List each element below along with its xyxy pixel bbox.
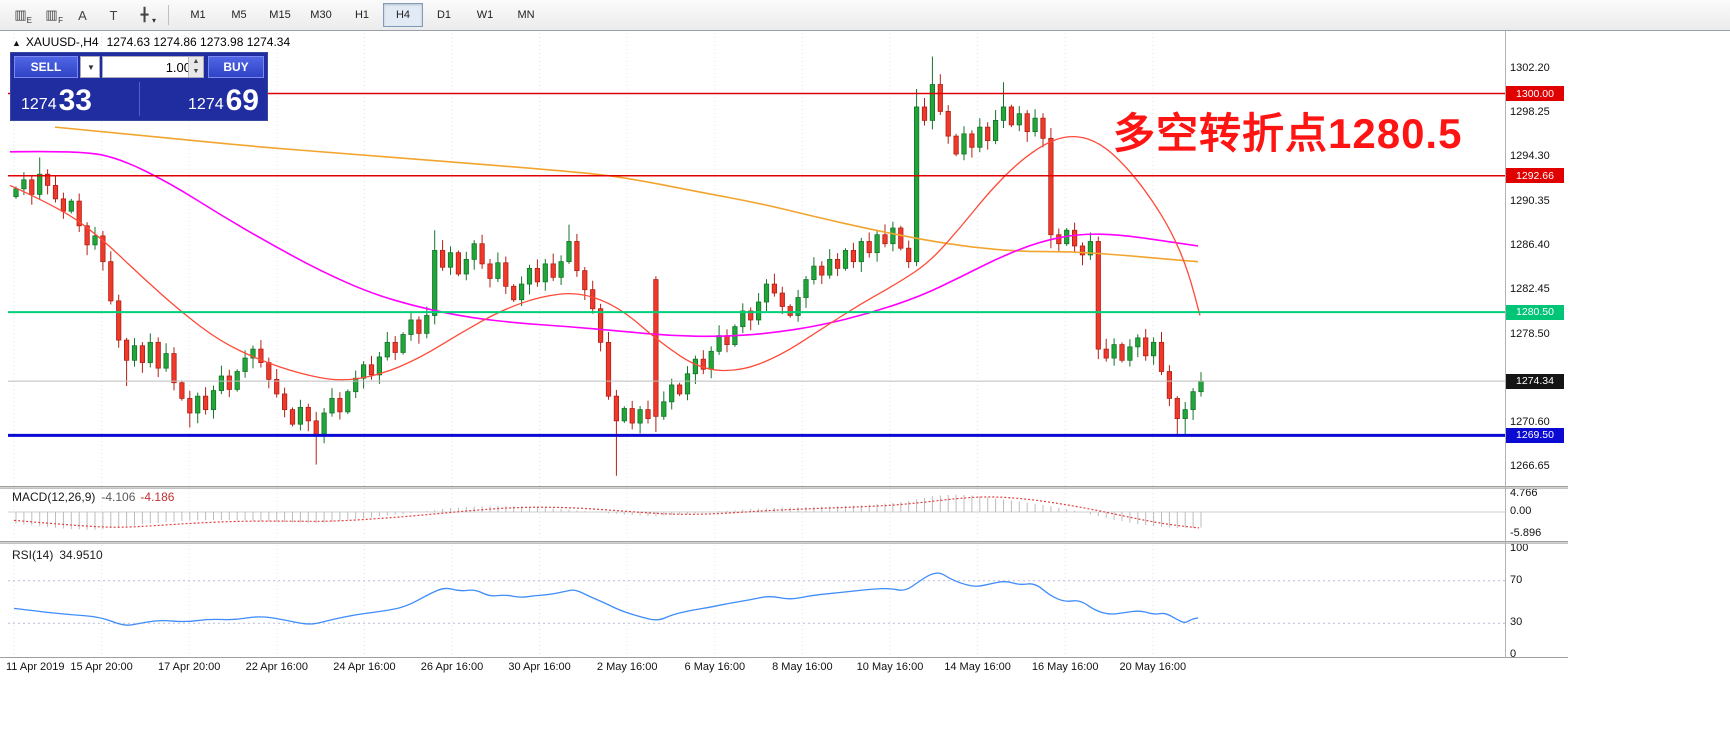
price-axis-label: 1298.25 xyxy=(1510,106,1550,119)
chart-window[interactable] xyxy=(0,31,1730,753)
macd-value-2: -4.186 xyxy=(140,490,175,504)
timeframe-m15-button[interactable]: M15 xyxy=(269,9,291,21)
sell-price-main: 1274 xyxy=(21,96,57,113)
buy-price[interactable]: 1274 69 xyxy=(188,86,259,116)
price-axis-label: 1290.35 xyxy=(1510,194,1550,207)
volume-increase-button[interactable]: ▲ xyxy=(188,57,203,67)
date-label: 15 Apr 20:00 xyxy=(70,661,133,673)
date-label: 16 May 16:00 xyxy=(1031,661,1099,673)
macd-label: MACD(12,26,9) -4.106 -4.186 xyxy=(12,490,174,504)
price-axis-label: 1286.40 xyxy=(1510,238,1550,251)
price-axis-label: 1294.30 xyxy=(1510,150,1550,163)
price-axis-label: 1282.45 xyxy=(1510,283,1550,296)
price-axis-border xyxy=(1505,31,1506,658)
timeframe-m5-button[interactable]: M5 xyxy=(231,9,247,21)
sell-price[interactable]: 1274 33 xyxy=(21,86,92,116)
rsi-line xyxy=(13,572,1199,626)
date-label: 2 May 16:00 xyxy=(596,661,658,673)
date-label: 10 May 16:00 xyxy=(856,661,924,673)
price-axis-label: 1270.60 xyxy=(1510,416,1550,429)
chart-profile-f-icon[interactable]: ▥ F xyxy=(45,7,63,25)
rsi-name: RSI(14) xyxy=(12,548,54,562)
rsi-axis-label: 70 xyxy=(1510,573,1523,586)
timeframe-h4-button[interactable]: H4 xyxy=(383,3,423,27)
rsi-axis-label: 0 xyxy=(1510,648,1517,660)
insert-label-icon[interactable]: T xyxy=(109,7,118,23)
ohlc-values: 1274.63 1274.86 1273.98 1274.34 xyxy=(106,35,291,49)
tool-icon-group: ▥ E ▥ F A T ╋ ▾ xyxy=(0,3,159,27)
timeframe-button-group: M1 M5 M15 M30 H1 H4 D1 W1 MN xyxy=(178,3,546,27)
rsi-axis-label: 100 xyxy=(1510,542,1529,554)
buy-price-main: 1274 xyxy=(188,96,224,113)
rsi-axis-label: 30 xyxy=(1510,616,1523,629)
date-label: 11 Apr 2019 xyxy=(6,661,65,673)
buy-button[interactable]: BUY xyxy=(208,56,264,78)
ma-fast-red xyxy=(9,135,1201,381)
date-label: 6 May 16:00 xyxy=(684,661,746,673)
timeframe-h1-button[interactable]: H1 xyxy=(354,9,370,21)
timeframe-d1-button[interactable]: D1 xyxy=(436,9,452,21)
date-label: 26 Apr 16:00 xyxy=(420,661,484,673)
price-tag-1269.50: 1269.50 xyxy=(1506,427,1564,443)
rsi-label: RSI(14) 34.9510 xyxy=(12,548,103,562)
sell-price-big-digits: 33 xyxy=(58,84,92,117)
macd-axis-label: 0.00 xyxy=(1510,505,1532,517)
price-axis-label: 1302.20 xyxy=(1510,61,1550,74)
date-label: 22 Apr 16:00 xyxy=(245,661,308,673)
chart-profile-e-icon[interactable]: ▥ E xyxy=(14,7,32,25)
date-label: 14 May 16:00 xyxy=(944,661,1011,673)
pane-splitter-rsi[interactable] xyxy=(0,541,1568,544)
date-label: 24 Apr 16:00 xyxy=(333,661,396,673)
one-click-collapse-icon[interactable]: ▲ xyxy=(12,38,21,48)
date-label: 20 May 16:00 xyxy=(1119,661,1187,673)
timeframe-m30-button[interactable]: M30 xyxy=(310,9,332,21)
timeframe-w1-button[interactable]: W1 xyxy=(476,9,494,21)
price-tag-1280.50: 1280.50 xyxy=(1506,304,1564,320)
date-label: 17 Apr 20:00 xyxy=(157,661,221,673)
date-label: 8 May 16:00 xyxy=(772,661,833,673)
pane-splitter-macd[interactable] xyxy=(0,486,1568,489)
date-label: 30 Apr 16:00 xyxy=(508,661,571,673)
price-divider xyxy=(139,82,140,116)
buy-price-big-digits: 69 xyxy=(225,84,259,117)
moving-averages xyxy=(9,126,1201,381)
crosshair-tool-icon[interactable]: ╋ ▾ xyxy=(140,7,156,25)
timeframe-m1-button[interactable]: M1 xyxy=(190,9,206,21)
top-toolbar: ▥ E ▥ F A T ╋ ▾ M1 M5 M15 M30 H1 H4 D1 W1 MN xyxy=(0,0,1730,31)
rsi-pane xyxy=(13,572,1199,626)
price-tag-1300.00: 1300.00 xyxy=(1506,86,1564,101)
macd-axis-label: 4.766 xyxy=(1510,486,1538,499)
volume-decrease-button[interactable]: ▼ xyxy=(188,67,203,77)
toolbar-separator xyxy=(168,5,169,25)
chart-annotation: 多空转折点1280.5 xyxy=(1113,110,1463,157)
macd-signal-line xyxy=(13,496,1200,529)
macd-value-1: -4.106 xyxy=(101,490,136,504)
macd-axis-label: -5.896 xyxy=(1510,527,1542,540)
symbol-title: XAUUSD-,H4 xyxy=(25,35,99,49)
one-click-trading-panel: SELL ▼ ▲ ▼ BUY 1274 33 1274 69 xyxy=(10,52,268,121)
insert-text-icon[interactable]: A xyxy=(78,7,87,23)
volume-input[interactable] xyxy=(103,57,193,77)
price-axis-label: 1266.65 xyxy=(1510,460,1550,473)
ma-slow-orange xyxy=(54,126,1199,263)
price-tag-1274.34: 1274.34 xyxy=(1506,373,1564,389)
rsi-value: 34.9510 xyxy=(59,548,103,562)
volume-dropdown-button[interactable]: ▼ xyxy=(80,56,100,78)
time-axis-border xyxy=(0,657,1568,658)
quote-header: ▲ XAUUSD-,H4 1274.63 1274.86 1273.98 1274.… xyxy=(12,35,290,49)
price-axis-label: 1278.50 xyxy=(1510,327,1550,340)
price-tag-1292.66: 1292.66 xyxy=(1506,168,1564,184)
macd-pane xyxy=(13,494,1202,530)
sell-button[interactable]: SELL xyxy=(14,56,78,78)
ma-mid-magenta xyxy=(9,150,1199,338)
timeframe-mn-button[interactable]: MN xyxy=(517,9,535,21)
macd-name: MACD(12,26,9) xyxy=(12,490,96,504)
horizontal-lines xyxy=(8,92,1505,437)
volume-field: ▲ ▼ xyxy=(102,56,204,78)
